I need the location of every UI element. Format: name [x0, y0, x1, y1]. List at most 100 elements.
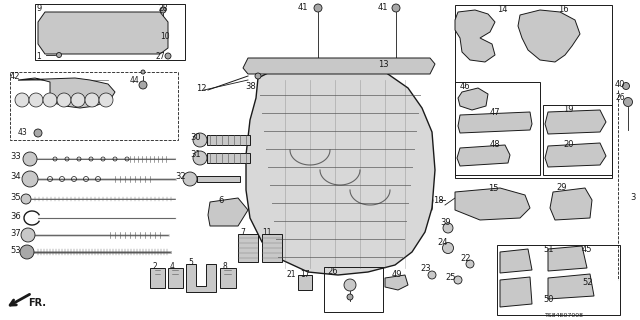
Text: 49: 49: [392, 270, 403, 279]
Text: 19: 19: [563, 105, 573, 114]
Text: 41: 41: [378, 3, 388, 12]
Text: 43: 43: [18, 128, 28, 137]
Text: 26: 26: [327, 267, 338, 276]
Polygon shape: [168, 268, 183, 288]
Circle shape: [21, 194, 31, 204]
Text: TS84E07008: TS84E07008: [545, 313, 584, 318]
Circle shape: [314, 4, 322, 12]
Circle shape: [21, 228, 35, 242]
Polygon shape: [220, 268, 236, 288]
Polygon shape: [500, 277, 532, 307]
Circle shape: [428, 271, 436, 279]
Polygon shape: [150, 268, 165, 288]
Text: 10: 10: [160, 32, 170, 41]
Text: 9: 9: [36, 4, 41, 13]
Polygon shape: [455, 188, 530, 220]
Text: 23: 23: [420, 264, 431, 273]
Circle shape: [20, 245, 34, 259]
Text: 35: 35: [10, 193, 20, 202]
Polygon shape: [197, 176, 240, 182]
Text: FR.: FR.: [28, 298, 46, 308]
Text: 45: 45: [582, 245, 593, 254]
Text: 36: 36: [10, 212, 20, 221]
Circle shape: [454, 276, 462, 284]
Circle shape: [392, 4, 400, 12]
Polygon shape: [548, 246, 587, 271]
Text: 44: 44: [130, 76, 140, 85]
Text: 20: 20: [563, 140, 573, 149]
Text: 16: 16: [558, 5, 568, 14]
Text: 28: 28: [158, 4, 168, 13]
Text: 2: 2: [152, 262, 157, 271]
Text: 4: 4: [170, 262, 175, 271]
Text: 40: 40: [615, 80, 625, 89]
Text: 46: 46: [460, 82, 470, 91]
Text: 12: 12: [196, 84, 207, 93]
Polygon shape: [455, 10, 495, 62]
Polygon shape: [458, 112, 532, 133]
Circle shape: [29, 93, 43, 107]
Polygon shape: [458, 88, 488, 110]
Polygon shape: [262, 234, 282, 262]
Circle shape: [23, 152, 37, 166]
Circle shape: [623, 83, 630, 90]
Text: 37: 37: [10, 229, 20, 238]
Polygon shape: [246, 64, 435, 275]
Circle shape: [183, 172, 197, 186]
Circle shape: [344, 279, 356, 291]
Text: 8: 8: [222, 262, 227, 271]
Text: 21: 21: [286, 270, 296, 279]
Text: 14: 14: [497, 5, 508, 14]
Circle shape: [15, 93, 29, 107]
Circle shape: [193, 133, 207, 147]
Polygon shape: [298, 275, 312, 290]
Circle shape: [22, 171, 38, 187]
Text: 25: 25: [445, 273, 456, 282]
Polygon shape: [243, 58, 435, 74]
Circle shape: [141, 70, 145, 74]
Circle shape: [34, 129, 42, 137]
Text: 51: 51: [543, 245, 554, 254]
Text: 38: 38: [245, 82, 256, 91]
Text: 39: 39: [440, 218, 451, 227]
Text: 7: 7: [240, 228, 245, 237]
Text: 42: 42: [10, 72, 20, 81]
Text: 1: 1: [36, 52, 41, 61]
Polygon shape: [457, 145, 510, 166]
Circle shape: [193, 151, 207, 165]
Polygon shape: [207, 153, 250, 163]
Text: 26: 26: [616, 93, 626, 102]
Text: 13: 13: [378, 60, 388, 69]
Text: 22: 22: [460, 254, 470, 263]
Text: 31: 31: [190, 150, 200, 159]
Circle shape: [160, 7, 166, 13]
Polygon shape: [518, 10, 580, 62]
Circle shape: [139, 81, 147, 89]
Circle shape: [443, 223, 453, 233]
Text: 29: 29: [556, 183, 566, 192]
Circle shape: [255, 73, 261, 79]
Circle shape: [43, 93, 57, 107]
Text: 52: 52: [582, 278, 593, 287]
Circle shape: [165, 53, 171, 59]
Circle shape: [623, 98, 632, 107]
Text: 41: 41: [298, 3, 308, 12]
Text: 34: 34: [10, 172, 20, 181]
Text: 33: 33: [10, 152, 20, 161]
Polygon shape: [238, 234, 258, 262]
Circle shape: [56, 52, 61, 58]
Polygon shape: [545, 110, 606, 134]
Circle shape: [85, 93, 99, 107]
Text: 24: 24: [437, 238, 447, 247]
Circle shape: [347, 294, 353, 300]
Polygon shape: [545, 143, 606, 167]
Text: 17: 17: [300, 270, 310, 279]
Text: 15: 15: [488, 184, 499, 193]
Text: 53: 53: [10, 246, 20, 255]
Polygon shape: [548, 274, 594, 299]
Text: 6: 6: [218, 196, 223, 205]
Text: 27: 27: [155, 52, 164, 61]
Text: 3: 3: [630, 193, 636, 202]
Polygon shape: [500, 249, 532, 273]
Text: 50: 50: [543, 295, 554, 304]
